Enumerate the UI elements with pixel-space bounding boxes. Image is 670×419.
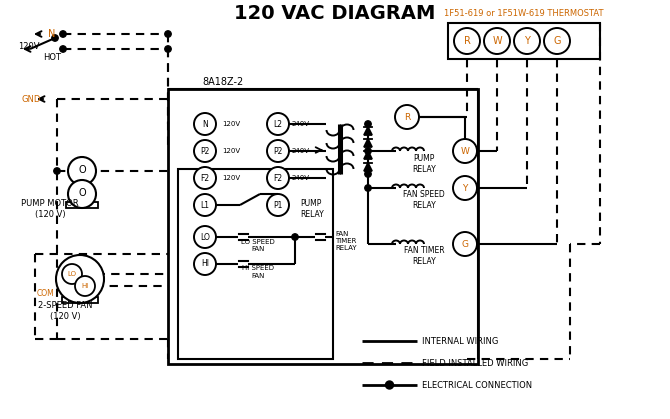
Text: FAN SPEED
RELAY: FAN SPEED RELAY (403, 190, 445, 210)
Text: HOT: HOT (43, 52, 61, 62)
Polygon shape (364, 127, 372, 135)
Bar (62, 297, 98, 303)
Text: FIELD INSTALLED WIRING: FIELD INSTALLED WIRING (422, 359, 528, 367)
Circle shape (453, 232, 477, 256)
Text: FAN
TIMER
RELAY: FAN TIMER RELAY (335, 231, 356, 251)
Text: N: N (202, 119, 208, 129)
Polygon shape (364, 139, 372, 147)
Text: 1F51-619 or 1F51W-619 THERMOSTAT: 1F51-619 or 1F51W-619 THERMOSTAT (444, 8, 604, 18)
Circle shape (514, 28, 540, 54)
Text: GND: GND (22, 95, 42, 103)
Text: LO: LO (68, 271, 76, 277)
Bar (168, 89, 478, 364)
Text: FAN TIMER
RELAY: FAN TIMER RELAY (404, 246, 444, 266)
Text: 2-SPEED FAN
(120 V): 2-SPEED FAN (120 V) (38, 301, 92, 321)
Circle shape (56, 255, 104, 303)
Circle shape (194, 113, 216, 135)
Circle shape (267, 167, 289, 189)
Circle shape (52, 35, 58, 41)
Circle shape (364, 171, 371, 177)
Text: W: W (460, 147, 470, 155)
Polygon shape (364, 163, 372, 171)
Circle shape (453, 176, 477, 200)
Text: ELECTRICAL CONNECTION: ELECTRICAL CONNECTION (422, 380, 532, 390)
Circle shape (68, 180, 96, 208)
Text: P1: P1 (273, 201, 283, 210)
Text: F2: F2 (200, 173, 210, 183)
Text: PUMP
RELAY: PUMP RELAY (412, 154, 436, 174)
Text: 120 VAC DIAGRAM: 120 VAC DIAGRAM (234, 3, 436, 23)
Circle shape (395, 105, 419, 129)
Text: PUMP MOTOR
(120 V): PUMP MOTOR (120 V) (21, 199, 79, 219)
Circle shape (60, 31, 66, 37)
Polygon shape (364, 151, 372, 159)
Text: N: N (48, 29, 56, 39)
Text: 120V: 120V (222, 148, 240, 154)
Text: F2: F2 (273, 173, 283, 183)
Circle shape (194, 194, 216, 216)
Circle shape (194, 140, 216, 162)
Text: PUMP
RELAY: PUMP RELAY (300, 199, 324, 219)
Circle shape (484, 28, 510, 54)
Circle shape (267, 113, 289, 135)
Text: P2: P2 (273, 147, 283, 155)
Circle shape (194, 167, 216, 189)
Circle shape (62, 264, 82, 284)
Text: 120V: 120V (222, 121, 240, 127)
Circle shape (194, 226, 216, 248)
Circle shape (544, 28, 570, 54)
Text: Y: Y (462, 184, 468, 192)
Text: L1: L1 (200, 201, 210, 210)
Text: HI: HI (201, 259, 209, 269)
Circle shape (364, 185, 371, 191)
Text: R: R (404, 112, 410, 122)
Circle shape (165, 31, 172, 37)
Circle shape (75, 276, 95, 296)
Circle shape (364, 121, 371, 127)
Text: G: G (462, 240, 468, 248)
Text: 120V: 120V (222, 175, 240, 181)
Circle shape (454, 28, 480, 54)
Circle shape (54, 168, 60, 174)
Text: P2: P2 (200, 147, 210, 155)
Bar (178, 169, 333, 359)
Text: INTERNAL WIRING: INTERNAL WIRING (422, 336, 498, 346)
Text: L2: L2 (273, 119, 283, 129)
Text: O: O (78, 188, 86, 198)
Text: 240V: 240V (292, 175, 310, 181)
Text: 8A18Z-2: 8A18Z-2 (202, 77, 244, 87)
Text: 240V: 240V (292, 121, 310, 127)
Text: 240V: 240V (292, 148, 310, 154)
Circle shape (165, 46, 172, 52)
Circle shape (364, 148, 371, 154)
Text: W: W (492, 36, 502, 46)
Text: O: O (78, 165, 86, 175)
Text: LO SPEED
FAN: LO SPEED FAN (241, 238, 275, 251)
Bar (66, 202, 98, 208)
Circle shape (60, 46, 66, 52)
Text: 120V: 120V (18, 41, 40, 51)
Circle shape (385, 381, 393, 389)
Circle shape (453, 139, 477, 163)
Text: R: R (464, 36, 470, 46)
Text: G: G (553, 36, 561, 46)
Text: HI SPEED
FAN: HI SPEED FAN (242, 266, 274, 279)
Circle shape (267, 140, 289, 162)
Text: COM: COM (37, 290, 55, 298)
Text: Y: Y (524, 36, 530, 46)
Text: HI: HI (81, 283, 88, 289)
Circle shape (292, 234, 298, 240)
Circle shape (267, 194, 289, 216)
Circle shape (194, 253, 216, 275)
Bar (448, 23, 600, 59)
Circle shape (68, 157, 96, 185)
Text: LO: LO (200, 233, 210, 241)
